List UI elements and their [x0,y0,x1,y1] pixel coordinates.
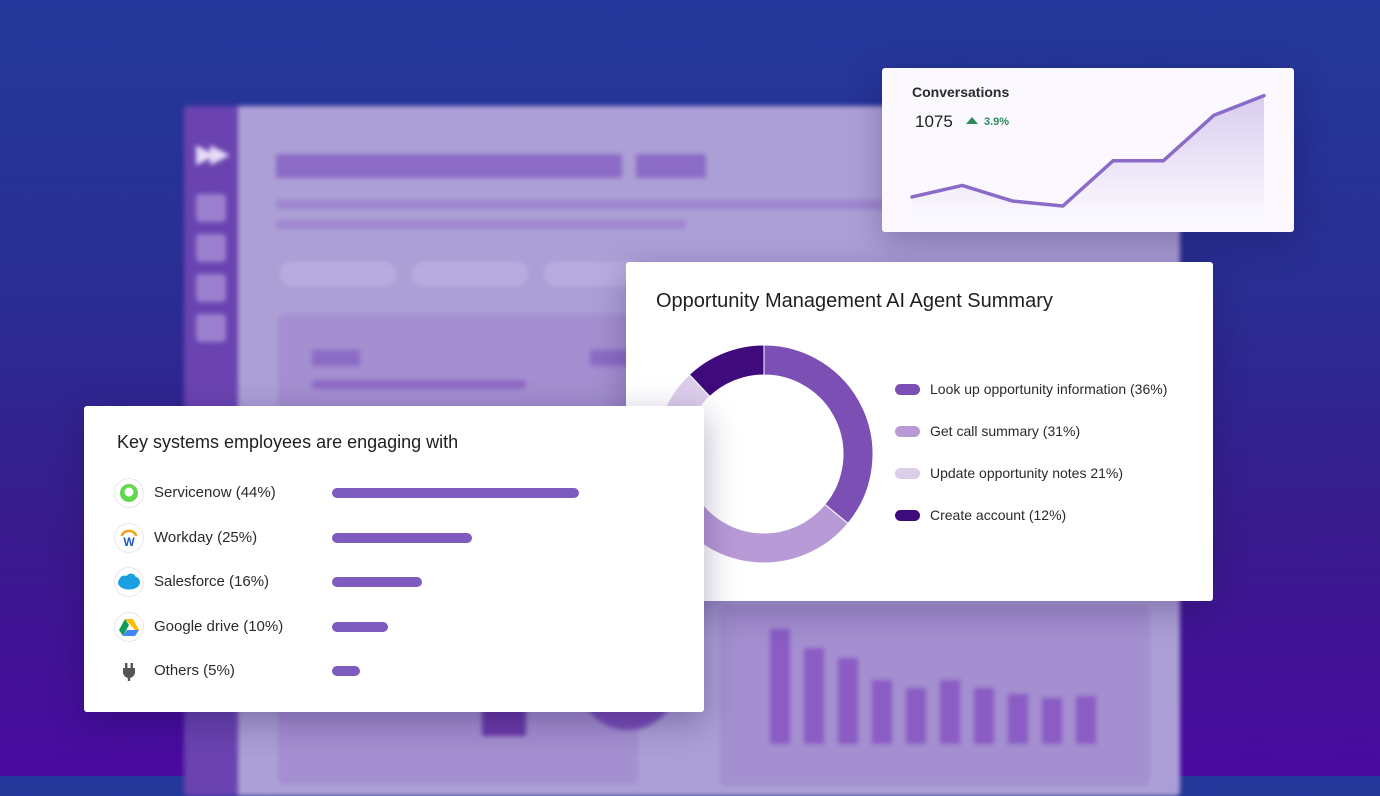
key-system-label: Servicenow (44%) [154,484,276,501]
legend-swatch [895,468,920,479]
legend-swatch [895,384,920,395]
google-drive-icon [115,613,143,641]
background-column [770,629,790,744]
background-filter-pill [410,260,530,288]
background-column [906,688,926,744]
legend-label: Get call summary (31%) [930,423,1080,439]
background-text-line [276,220,686,229]
key-system-row: W Workday (25%) [115,524,675,554]
background-column [1076,696,1096,744]
servicenow-icon [115,479,143,507]
background-column [940,680,960,744]
legend-swatch [895,510,920,521]
background-nav-item [196,314,226,342]
key-systems-card: Key systems employees are engaging with … [84,406,704,712]
workday-icon: W [115,524,143,552]
key-system-label: Others (5%) [154,662,235,679]
background-column [974,688,994,744]
opportunity-summary-title: Opportunity Management AI Agent Summary [656,290,1053,313]
key-system-label: Google drive (10%) [154,618,283,635]
background-title-bar [276,154,622,178]
background-column [838,658,858,744]
legend-label: Update opportunity notes 21%) [930,465,1123,481]
conversations-card: Conversations 1075 3.9% [882,68,1294,232]
conversations-delta: 3.9% [984,116,1009,128]
key-system-bar [332,577,422,587]
key-system-row: Google drive (10%) [115,613,675,643]
salesforce-icon [115,568,143,596]
plug-icon [115,657,143,685]
legend-label: Look up opportunity information (36%) [930,381,1167,397]
background-column [1008,694,1028,744]
conversations-area [912,96,1264,220]
background-column [872,680,892,744]
background-text-line [312,380,526,389]
background-filter-pill [278,260,398,288]
background-nav-item [196,274,226,302]
background-nav-item [196,194,226,222]
key-systems-title: Key systems employees are engaging with [117,432,458,453]
background-text-line [276,200,976,209]
legend-swatch [895,426,920,437]
key-system-label: Salesforce (16%) [154,573,269,590]
background-label-bar [312,350,360,366]
legend-label: Create account (12%) [930,507,1066,523]
background-label-bar [590,350,630,366]
conversations-title: Conversations [912,84,1009,100]
key-system-bar [332,533,472,543]
key-system-row: Others (5%) [115,657,675,687]
app-logo-icon: ▶▶ [196,138,224,169]
background-bar-panel [720,606,1150,786]
opportunity-summary-card: Opportunity Management AI Agent Summary … [626,262,1213,601]
key-system-bar [332,622,388,632]
svg-text:W: W [123,535,135,549]
background-nav-item [196,234,226,262]
background-column [1042,698,1062,744]
key-system-label: Workday (25%) [154,529,257,546]
conversations-value: 1075 [915,112,953,132]
background-column [804,648,824,744]
donut-slice [764,345,873,523]
key-system-row: Servicenow (44%) [115,479,675,509]
background-title-bar [636,154,706,178]
key-system-row: Salesforce (16%) [115,568,675,598]
trend-up-icon [966,117,978,124]
key-system-bar [332,666,360,676]
key-system-bar [332,488,579,498]
